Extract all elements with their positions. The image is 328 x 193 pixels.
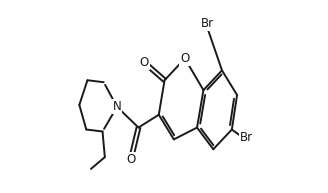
- Text: O: O: [180, 52, 190, 65]
- Text: Br: Br: [239, 131, 253, 144]
- Text: N: N: [113, 100, 121, 113]
- Text: O: O: [126, 153, 135, 166]
- Text: O: O: [140, 56, 149, 69]
- Text: Br: Br: [201, 17, 214, 30]
